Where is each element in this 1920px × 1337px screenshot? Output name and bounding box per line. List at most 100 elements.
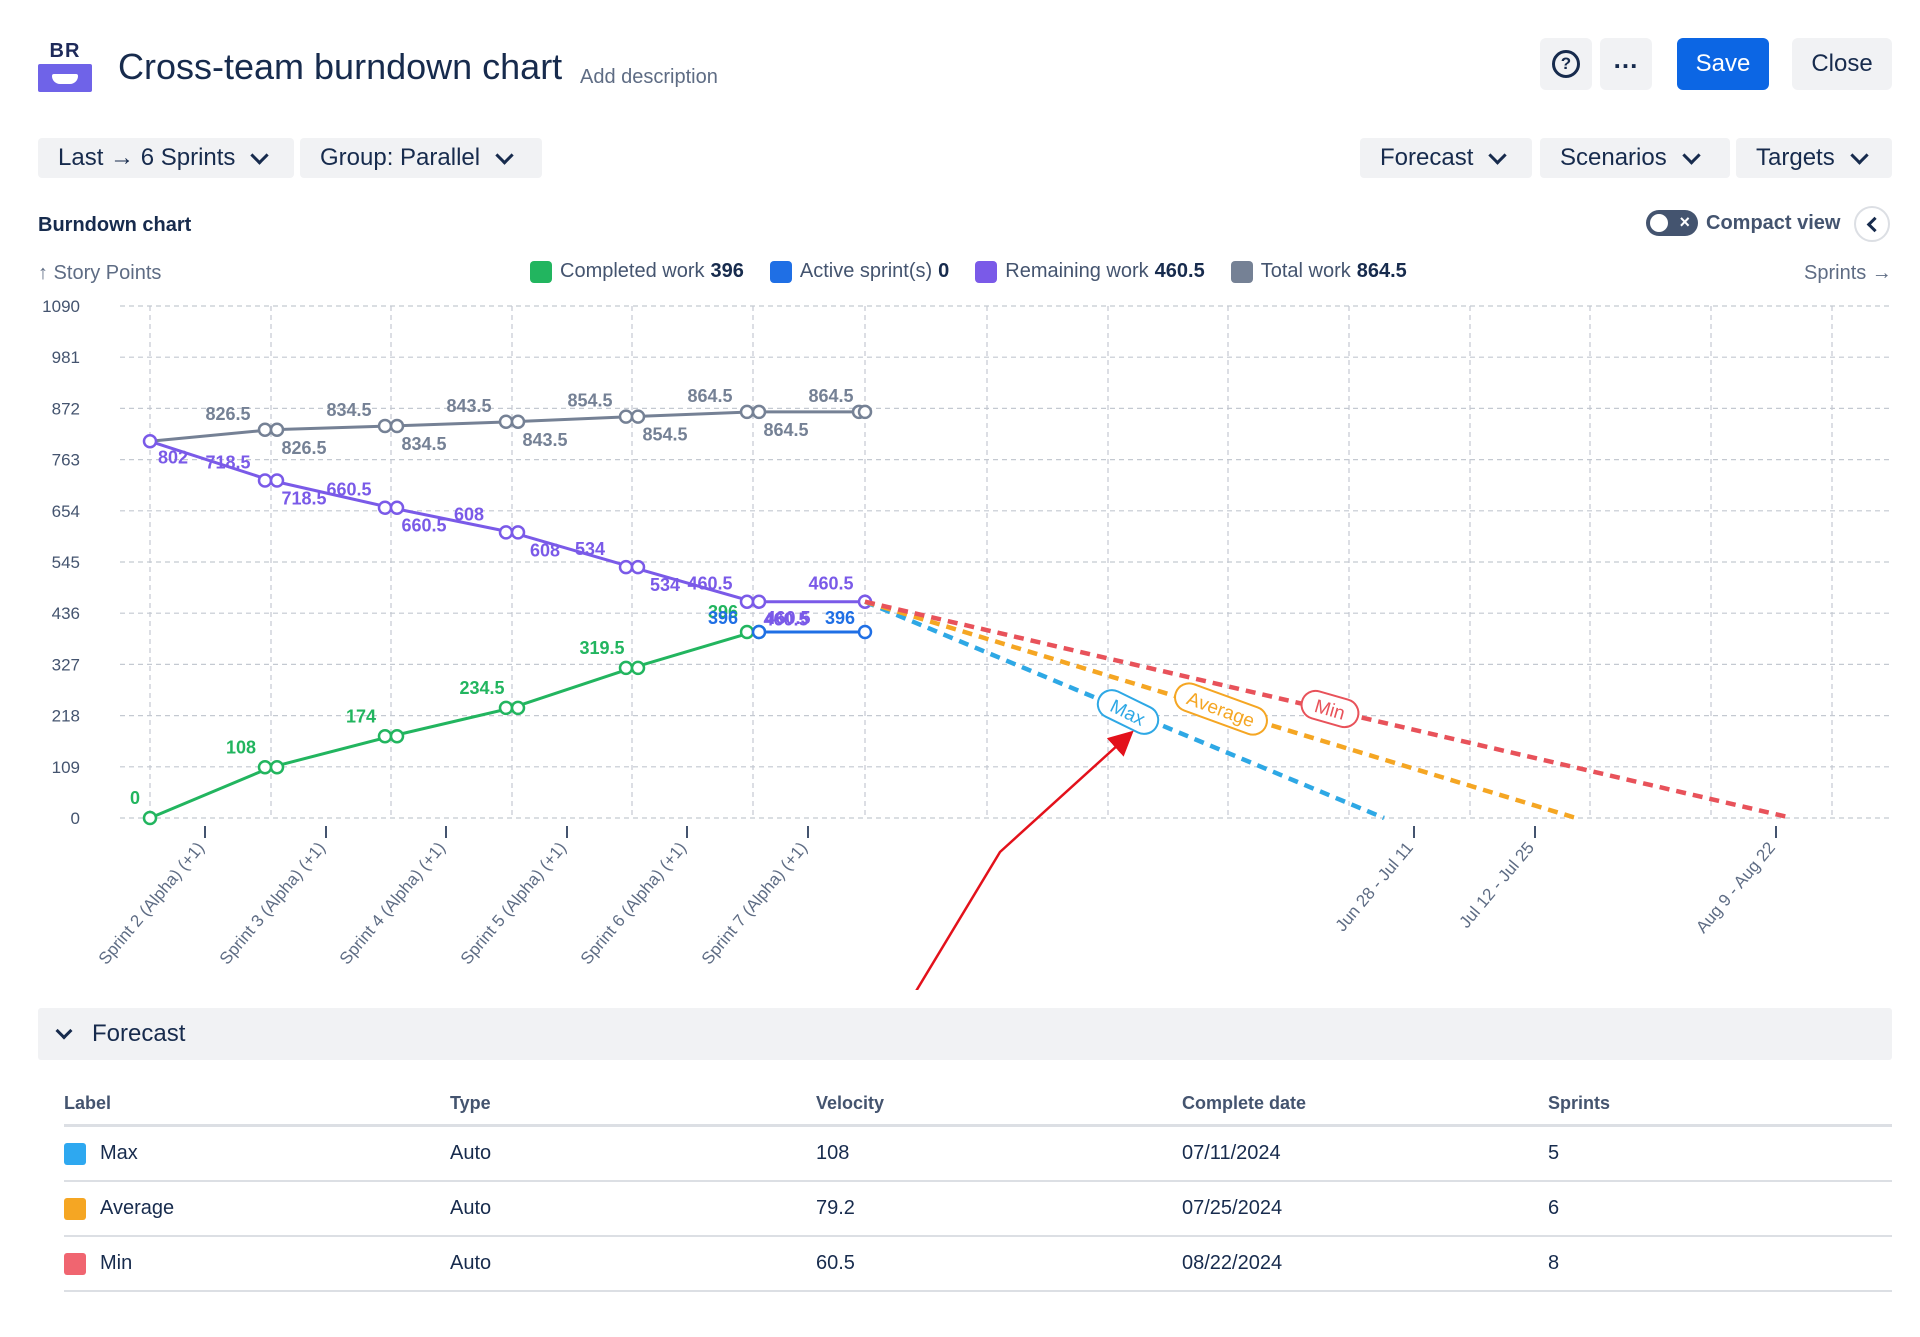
total-work-label: 864.5 (687, 386, 732, 406)
total-work-point (389, 418, 405, 434)
chevron-down-icon (1682, 145, 1701, 165)
total-work-label: 864.5 (763, 420, 808, 440)
forecast-line-min (864, 599, 1793, 821)
completed-work-point (389, 729, 405, 744)
y-axis-title: ↑ Story Points (38, 262, 162, 284)
legend-value: 396 (710, 260, 744, 282)
row-complete-date: 07/25/2024 (1182, 1197, 1283, 1219)
completed-work-point (618, 660, 634, 676)
more-button[interactable]: ... (1600, 38, 1652, 90)
remaining-work-point (618, 559, 634, 575)
forecast-badge-min: Min (1300, 689, 1360, 729)
table-header: Label Type Velocity Complete date Sprint… (64, 1082, 1892, 1127)
remaining-work-label: 718.5 (205, 453, 250, 473)
logo-text: BR (49, 40, 81, 62)
help-button[interactable]: ? (1540, 38, 1592, 90)
total-work-label: 843.5 (446, 396, 491, 416)
legend-value: 460.5 (1154, 260, 1205, 282)
group-dropdown[interactable]: Group: Parallel (300, 138, 542, 178)
column-header-complete-date: Complete date (1182, 1092, 1307, 1113)
row-type: Auto (450, 1142, 492, 1164)
section-title: Burndown chart (38, 214, 192, 236)
remaining-work-label: 460.5 (808, 574, 853, 594)
total-work-point (257, 422, 273, 438)
remaining-work-label: 534 (650, 575, 680, 595)
remaining-work-label: 660.5 (326, 480, 371, 500)
row-type: Auto (450, 1197, 492, 1219)
chart-legend: Completed work 396 Active sprint(s) 0 Re… (530, 260, 1407, 283)
x-tick-label: Sprint 2 (Alpha) (+1) (95, 838, 208, 968)
remaining-work-point (630, 559, 646, 575)
group-label: Group: Parallel (320, 144, 481, 171)
total-work-label: 826.5 (281, 438, 326, 458)
legend-swatch (975, 260, 998, 283)
completed-work-point (269, 760, 285, 775)
total-work-label: 834.5 (326, 400, 371, 420)
total-work-point (751, 404, 767, 420)
color-swatch (64, 1142, 86, 1165)
legend-item-active[interactable]: Active sprint(s) 0 (769, 260, 950, 283)
total-work-point (630, 409, 646, 424)
table-row[interactable]: Max Auto 108 07/11/2024 5 (64, 1127, 1892, 1182)
column-header-label: Label (64, 1092, 112, 1113)
close-button[interactable]: Close (1792, 38, 1892, 90)
legend-value: 864.5 (1356, 260, 1407, 282)
remaining-work-point (510, 525, 526, 540)
row-type: Auto (450, 1252, 492, 1274)
y-tick-label: 654 (52, 502, 80, 521)
column-header-velocity: Velocity (816, 1092, 885, 1113)
legend-swatch (769, 260, 792, 283)
remaining-work-point (257, 473, 273, 488)
compact-view-toggle[interactable]: × (1646, 210, 1698, 236)
x-axis-title: Sprints → (1804, 262, 1892, 284)
remaining-work-point (498, 525, 514, 540)
forecast-line-average (864, 599, 1577, 821)
completed-work-label: 396 (708, 602, 738, 622)
table-row[interactable]: Average Auto 79.2 07/25/2024 6 (64, 1182, 1892, 1237)
forecast-dropdown[interactable]: Forecast (1360, 138, 1532, 178)
forecast-label: Forecast (1380, 144, 1474, 171)
add-description-link[interactable]: Add description (580, 66, 718, 88)
legend-value: 0 (938, 260, 950, 282)
forecast-table: Label Type Velocity Complete date Sprint… (64, 1082, 1892, 1292)
completed-work-point (142, 810, 158, 826)
active-sprint-point (857, 624, 873, 640)
scenarios-label: Scenarios (1560, 144, 1667, 171)
legend-swatch (530, 260, 552, 283)
total-work-point (510, 414, 526, 430)
row-label: Average (100, 1197, 175, 1219)
active-sprint-label: 396 (825, 608, 855, 628)
row-label: Min (100, 1252, 133, 1274)
save-button[interactable]: Save (1677, 38, 1769, 90)
collapse-panel-button[interactable] (1854, 206, 1890, 242)
column-header-sprints: Sprints (1548, 1092, 1611, 1113)
row-complete-date: 08/22/2024 (1182, 1252, 1283, 1274)
completed-work-label: 108 (226, 737, 256, 757)
forecast-section-title: Forecast (92, 1020, 186, 1047)
active-sprint-point (751, 624, 767, 640)
remaining-work-label: 534 (575, 539, 605, 559)
remaining-work-point (142, 434, 158, 449)
row-velocity: 60.5 (816, 1252, 855, 1274)
forecast-section-header[interactable]: Forecast (38, 1008, 1892, 1060)
total-work-point (739, 404, 755, 420)
remaining-work-label: 460.5 (765, 608, 810, 628)
table-row[interactable]: Min Auto 60.5 08/22/2024 8 (64, 1237, 1892, 1292)
x-tick-label: Sprint 3 (Alpha) (+1) (216, 838, 329, 968)
completed-work-label: 234.5 (459, 678, 504, 698)
row-velocity: 79.2 (816, 1197, 855, 1219)
completed-work-point (257, 760, 273, 775)
completed-work-point (630, 660, 646, 676)
close-icon: × (1679, 212, 1690, 232)
remaining-work-label: 608 (530, 540, 560, 560)
targets-dropdown[interactable]: Targets (1736, 138, 1892, 178)
scenarios-dropdown[interactable]: Scenarios (1540, 138, 1730, 178)
legend-item-total[interactable]: Total work 864.5 (1230, 260, 1407, 283)
legend-item-completed[interactable]: Completed work 396 (530, 260, 744, 283)
legend-item-remaining[interactable]: Remaining work 460.5 (975, 260, 1205, 283)
total-work-label: 843.5 (522, 430, 567, 450)
range-dropdown[interactable]: Last → 6 Sprints (38, 138, 294, 178)
row-velocity: 108 (816, 1142, 850, 1164)
forecast-badge-bg (1096, 689, 1160, 735)
